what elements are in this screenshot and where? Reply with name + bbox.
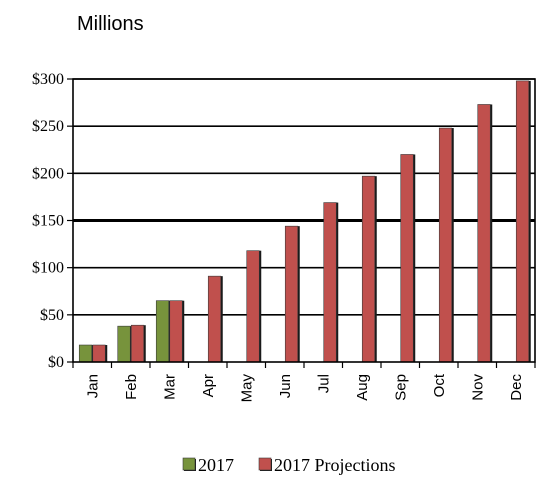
legend-swatch	[258, 457, 272, 471]
bar	[246, 250, 262, 363]
bar	[117, 325, 133, 363]
legend-label: 2017	[198, 455, 234, 475]
bar	[130, 324, 146, 363]
axes	[67, 78, 536, 368]
plot-frame	[72, 78, 536, 363]
y-tick-label: $150	[32, 213, 64, 230]
legend-label: 2017 Projections	[274, 455, 396, 475]
y-tick-label: $100	[32, 260, 64, 277]
bar-fill	[323, 202, 337, 363]
x-tick-label: Jul	[315, 374, 332, 393]
bar	[92, 344, 108, 363]
bar	[400, 154, 416, 363]
legend-item: 2017 Projections	[258, 455, 396, 475]
bar-fill	[400, 154, 414, 363]
x-tick-label: Nov	[469, 374, 486, 401]
x-tick-label: Jun	[277, 374, 294, 398]
bar-fill	[361, 175, 376, 363]
y-tick-label: $50	[40, 307, 64, 324]
unit-label: Millions	[77, 13, 144, 35]
bar	[477, 104, 493, 363]
y-tick-label: $300	[32, 71, 64, 88]
legend-item: 2017	[182, 455, 234, 475]
y-tick-label: $0	[48, 354, 64, 371]
bar-fill	[117, 325, 131, 363]
x-tick-label: Feb	[123, 374, 140, 400]
x-tick-labels: Jan Feb Mar Apr May Jun Jul Aug Sep Oct Nov Dec	[84, 373, 525, 402]
x-tick-label: May	[238, 374, 255, 403]
bar-fill	[246, 250, 260, 363]
x-tick-label: Oct	[431, 373, 448, 397]
bar-fill	[169, 300, 183, 363]
bar	[323, 202, 339, 363]
bar-fill	[207, 275, 222, 363]
bar	[169, 300, 185, 363]
y-tick-label: $200	[32, 165, 64, 182]
x-tick-label: Sep	[392, 374, 409, 401]
bar-fill	[92, 344, 106, 363]
bar-fill	[284, 225, 299, 363]
bar-fill	[78, 344, 93, 363]
x-tick-label: Jan	[84, 374, 101, 398]
bar-fill	[438, 127, 453, 363]
bar	[207, 275, 223, 363]
bar-fill	[155, 300, 170, 363]
bar-fill	[477, 104, 491, 363]
bar	[438, 127, 454, 363]
x-tick-label: Mar	[161, 374, 178, 400]
gridlines	[73, 78, 535, 316]
x-tick-label: Aug	[354, 374, 371, 401]
bar	[155, 300, 171, 363]
y-tick-label: $250	[32, 118, 64, 135]
legend: 2017 2017 Projections	[182, 455, 396, 475]
bar	[78, 344, 94, 363]
x-tick-label: Apr	[200, 374, 217, 397]
bar	[284, 225, 300, 363]
bar	[361, 175, 377, 363]
legend-swatch	[182, 457, 196, 471]
y-tick-labels: $0 $50 $100 $150 $200 $250 $300	[32, 71, 64, 371]
bar	[515, 80, 531, 363]
bar-fill	[515, 80, 530, 363]
bar-fill	[130, 324, 145, 363]
bars	[78, 80, 531, 363]
x-tick-label: Dec	[508, 374, 525, 401]
